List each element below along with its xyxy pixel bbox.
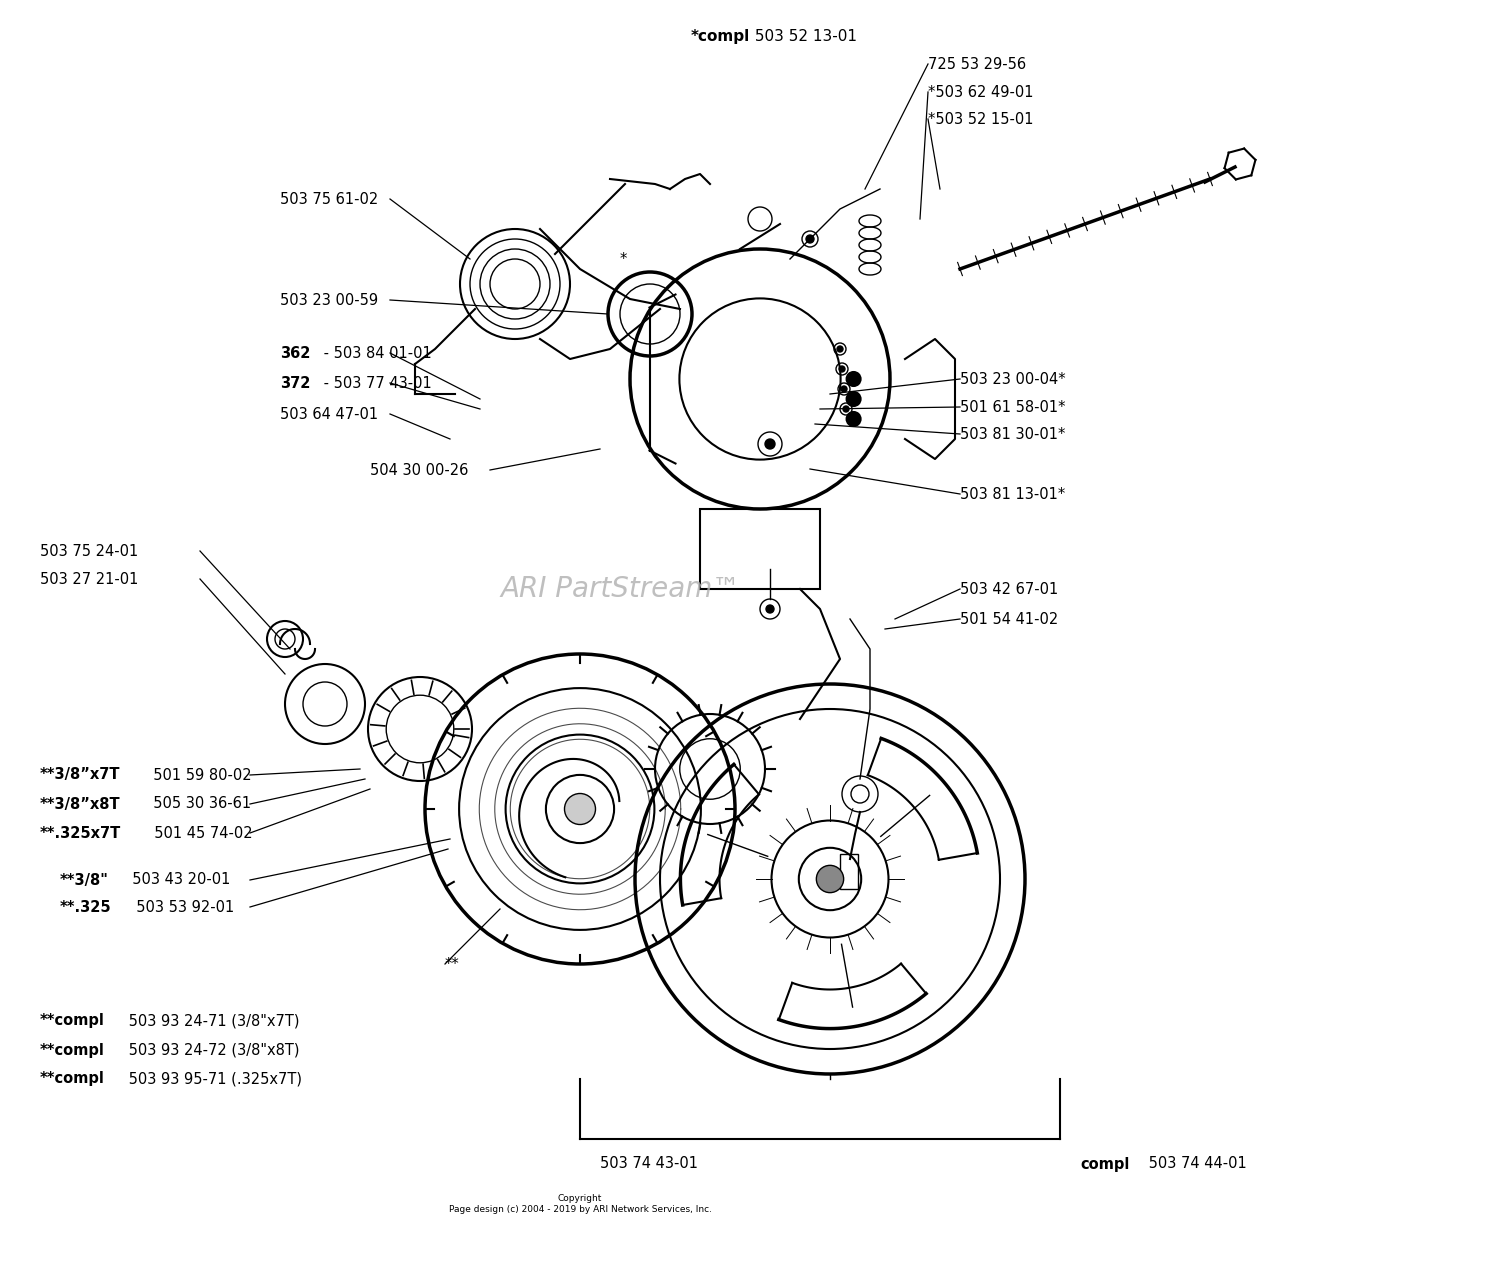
Bar bbox=[700, 509, 820, 589]
Text: 505 30 36-61: 505 30 36-61 bbox=[144, 797, 250, 811]
Circle shape bbox=[806, 235, 814, 242]
Text: 503 93 24-71 (3/8"x7T): 503 93 24-71 (3/8"x7T) bbox=[123, 1014, 298, 1028]
Text: compl: compl bbox=[1080, 1156, 1130, 1171]
Text: **compl: **compl bbox=[40, 1043, 105, 1057]
Text: 503 52 13-01: 503 52 13-01 bbox=[750, 29, 856, 44]
Text: **compl: **compl bbox=[40, 1071, 105, 1086]
Text: **3/8": **3/8" bbox=[60, 873, 110, 887]
Text: 503 81 30-01*: 503 81 30-01* bbox=[960, 426, 1065, 442]
Text: - 503 77 43-01: - 503 77 43-01 bbox=[320, 376, 432, 391]
Text: 503 42 67-01: 503 42 67-01 bbox=[960, 581, 1059, 596]
Text: **compl: **compl bbox=[40, 1014, 105, 1028]
Text: **3/8”x8T: **3/8”x8T bbox=[40, 797, 120, 811]
Circle shape bbox=[839, 365, 844, 372]
Text: 503 74 43-01: 503 74 43-01 bbox=[600, 1156, 698, 1171]
Text: 503 93 24-72 (3/8"x8T): 503 93 24-72 (3/8"x8T) bbox=[123, 1043, 298, 1057]
Text: **3/8”x7T: **3/8”x7T bbox=[40, 768, 120, 783]
Text: 503 74 44-01: 503 74 44-01 bbox=[1143, 1156, 1246, 1171]
Circle shape bbox=[846, 372, 861, 386]
Circle shape bbox=[846, 392, 861, 406]
Text: 362: 362 bbox=[280, 345, 310, 360]
Text: Copyright
Page design (c) 2004 - 2019 by ARI Network Services, Inc.: Copyright Page design (c) 2004 - 2019 by… bbox=[448, 1194, 711, 1213]
Text: 725 53 29-56: 725 53 29-56 bbox=[928, 57, 1026, 71]
Text: *503 52 15-01: *503 52 15-01 bbox=[928, 112, 1034, 127]
Circle shape bbox=[837, 346, 843, 352]
Text: **.325: **.325 bbox=[60, 900, 111, 915]
Bar bbox=[840, 854, 858, 890]
Text: 501 45 74-02: 501 45 74-02 bbox=[146, 826, 252, 840]
Text: 503 43 20-01: 503 43 20-01 bbox=[123, 873, 231, 887]
Text: ARI PartStream™: ARI PartStream™ bbox=[500, 575, 740, 603]
Text: 503 75 61-02: 503 75 61-02 bbox=[280, 192, 378, 207]
Text: 501 61 58-01*: 501 61 58-01* bbox=[960, 400, 1065, 415]
Circle shape bbox=[846, 412, 861, 426]
Circle shape bbox=[816, 865, 843, 892]
Circle shape bbox=[564, 793, 596, 825]
Text: 503 23 00-59: 503 23 00-59 bbox=[280, 292, 378, 307]
Circle shape bbox=[843, 406, 849, 412]
Text: 503 93 95-71 (.325x7T): 503 93 95-71 (.325x7T) bbox=[123, 1071, 302, 1086]
Text: 503 81 13-01*: 503 81 13-01* bbox=[960, 486, 1065, 501]
Text: **.325x7T: **.325x7T bbox=[40, 826, 122, 840]
Text: 503 75 24-01: 503 75 24-01 bbox=[40, 543, 138, 558]
Text: 501 59 80-02: 501 59 80-02 bbox=[144, 768, 252, 783]
Circle shape bbox=[765, 439, 776, 449]
Circle shape bbox=[842, 386, 848, 392]
Circle shape bbox=[766, 605, 774, 613]
Text: 503 27 21-01: 503 27 21-01 bbox=[40, 571, 138, 586]
Text: 501 54 41-02: 501 54 41-02 bbox=[960, 612, 1059, 627]
Text: **: ** bbox=[446, 957, 460, 972]
Text: 503 64 47-01: 503 64 47-01 bbox=[280, 406, 378, 421]
Text: 504 30 00-26: 504 30 00-26 bbox=[370, 462, 468, 477]
Text: 503 23 00-04*: 503 23 00-04* bbox=[960, 372, 1065, 387]
Text: 372: 372 bbox=[280, 376, 310, 391]
Text: *compl: *compl bbox=[692, 29, 750, 44]
Text: - 503 84 01-01: - 503 84 01-01 bbox=[320, 345, 432, 360]
Text: *503 62 49-01: *503 62 49-01 bbox=[928, 85, 1034, 99]
Text: 503 53 92-01: 503 53 92-01 bbox=[126, 900, 234, 915]
Text: *: * bbox=[620, 251, 627, 266]
